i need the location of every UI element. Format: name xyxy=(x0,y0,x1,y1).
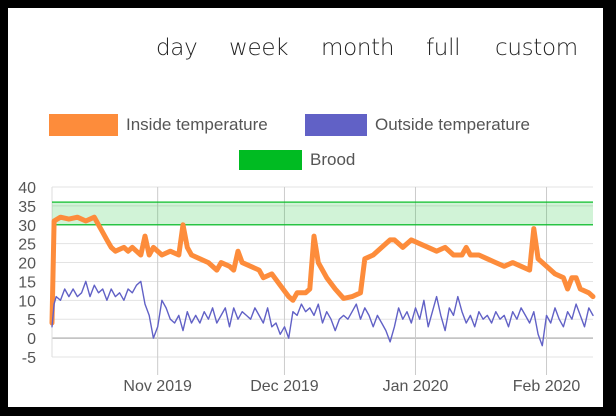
y-tick-label: 25 xyxy=(18,237,36,254)
legend-label-outside: Outside temperature xyxy=(375,115,530,134)
brood-band xyxy=(52,202,593,225)
y-tick-label: 15 xyxy=(18,274,36,291)
series-outside-temperature xyxy=(51,280,594,347)
chart-panel: day week month full custom Inside temper… xyxy=(8,8,603,407)
tab-day[interactable]: day xyxy=(156,35,198,61)
legend-brood[interactable]: Brood xyxy=(239,150,355,170)
y-tick-label: 30 xyxy=(18,218,36,235)
legend-label-brood: Brood xyxy=(310,150,356,169)
tab-week[interactable]: week xyxy=(229,35,289,61)
range-tabs: day week month full custom xyxy=(8,35,603,65)
y-tick-label: 0 xyxy=(27,331,36,348)
y-tick-label: 10 xyxy=(18,293,36,310)
y-tick-label: 5 xyxy=(27,312,36,329)
y-tick-label: 20 xyxy=(18,256,36,273)
y-tick-label: 40 xyxy=(18,180,36,197)
x-tick-label: Jan 2020 xyxy=(383,378,449,395)
legend-swatch-inside xyxy=(49,114,118,136)
y-tick-label: -5 xyxy=(22,350,36,367)
legend-outside[interactable]: Outside temperature xyxy=(305,114,530,136)
legend-swatch-brood xyxy=(239,150,302,170)
legend-label-inside: Inside temperature xyxy=(126,115,268,134)
y-tick-label: 35 xyxy=(18,199,36,216)
tab-full[interactable]: full xyxy=(426,35,461,61)
legend-swatch-outside xyxy=(305,114,367,136)
tab-custom[interactable]: custom xyxy=(495,35,578,61)
legend-inside[interactable]: Inside temperature xyxy=(49,114,268,136)
x-tick-label: Feb 2020 xyxy=(513,378,581,395)
x-tick-label: Nov 2019 xyxy=(123,378,192,395)
x-tick-label: Dec 2019 xyxy=(250,378,319,395)
series-inside-temperature xyxy=(49,214,596,326)
tab-month[interactable]: month xyxy=(321,35,395,61)
